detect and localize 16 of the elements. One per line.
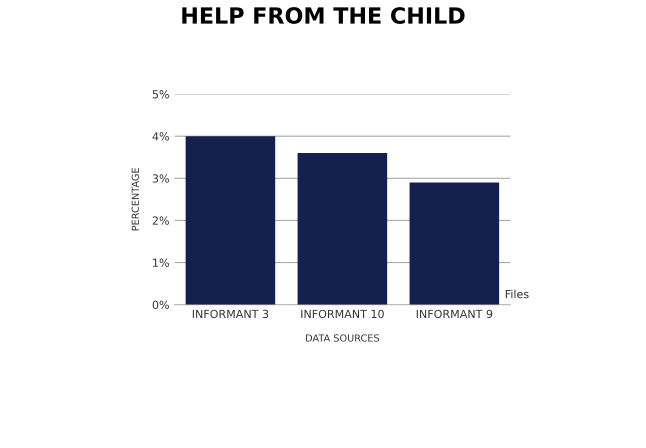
bar bbox=[410, 182, 500, 305]
y-tick-label: 2% bbox=[152, 216, 169, 225]
x-tick-label: INFORMANT 10 bbox=[301, 310, 384, 318]
x-tick-label: INFORMANT 3 bbox=[192, 310, 268, 318]
x-tick-label: INFORMANT 9 bbox=[416, 310, 492, 318]
y-tick-label: 5% bbox=[152, 90, 169, 98]
x-axis-title: DATA SOURCES bbox=[306, 334, 380, 342]
y-tick-label: 3% bbox=[152, 174, 169, 183]
y-tick-label: 4% bbox=[152, 132, 169, 141]
bar bbox=[298, 153, 388, 305]
y-tick-label: 1% bbox=[153, 258, 169, 267]
chart-title: HELP FROM THE CHILD bbox=[182, 7, 465, 24]
bar bbox=[186, 136, 276, 305]
y-tick-label: 0% bbox=[152, 300, 169, 310]
y-axis-title: PERCENTAGE bbox=[132, 168, 139, 230]
series-label: Files bbox=[506, 290, 529, 298]
